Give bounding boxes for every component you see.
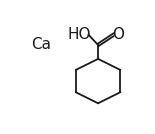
Text: Ca: Ca — [31, 38, 51, 53]
Text: HO: HO — [68, 27, 91, 42]
Text: O: O — [112, 27, 124, 42]
